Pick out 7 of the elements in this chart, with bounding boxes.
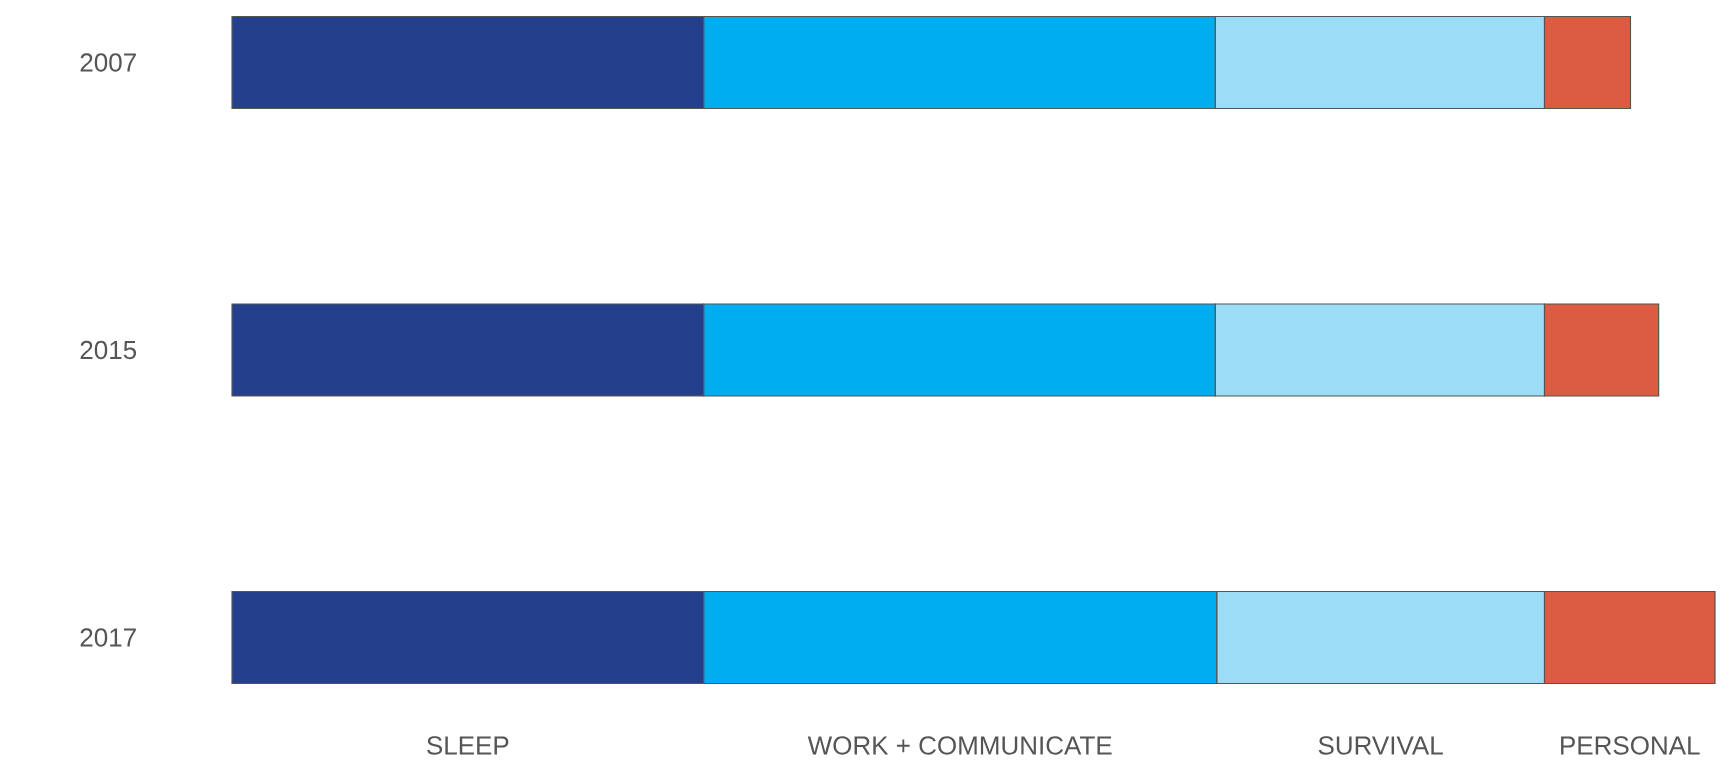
text: PERSONAL [1561, 736, 1700, 755]
y-tick-label: 2017 [80, 628, 136, 647]
y-tick-label: 2007 [80, 53, 136, 72]
y-tick-label: 2015 [80, 340, 137, 360]
text: SURVIVAL [1318, 736, 1443, 755]
text: SLEEP [427, 736, 509, 755]
text: WORK + COMMUNICATE [807, 736, 1112, 755]
